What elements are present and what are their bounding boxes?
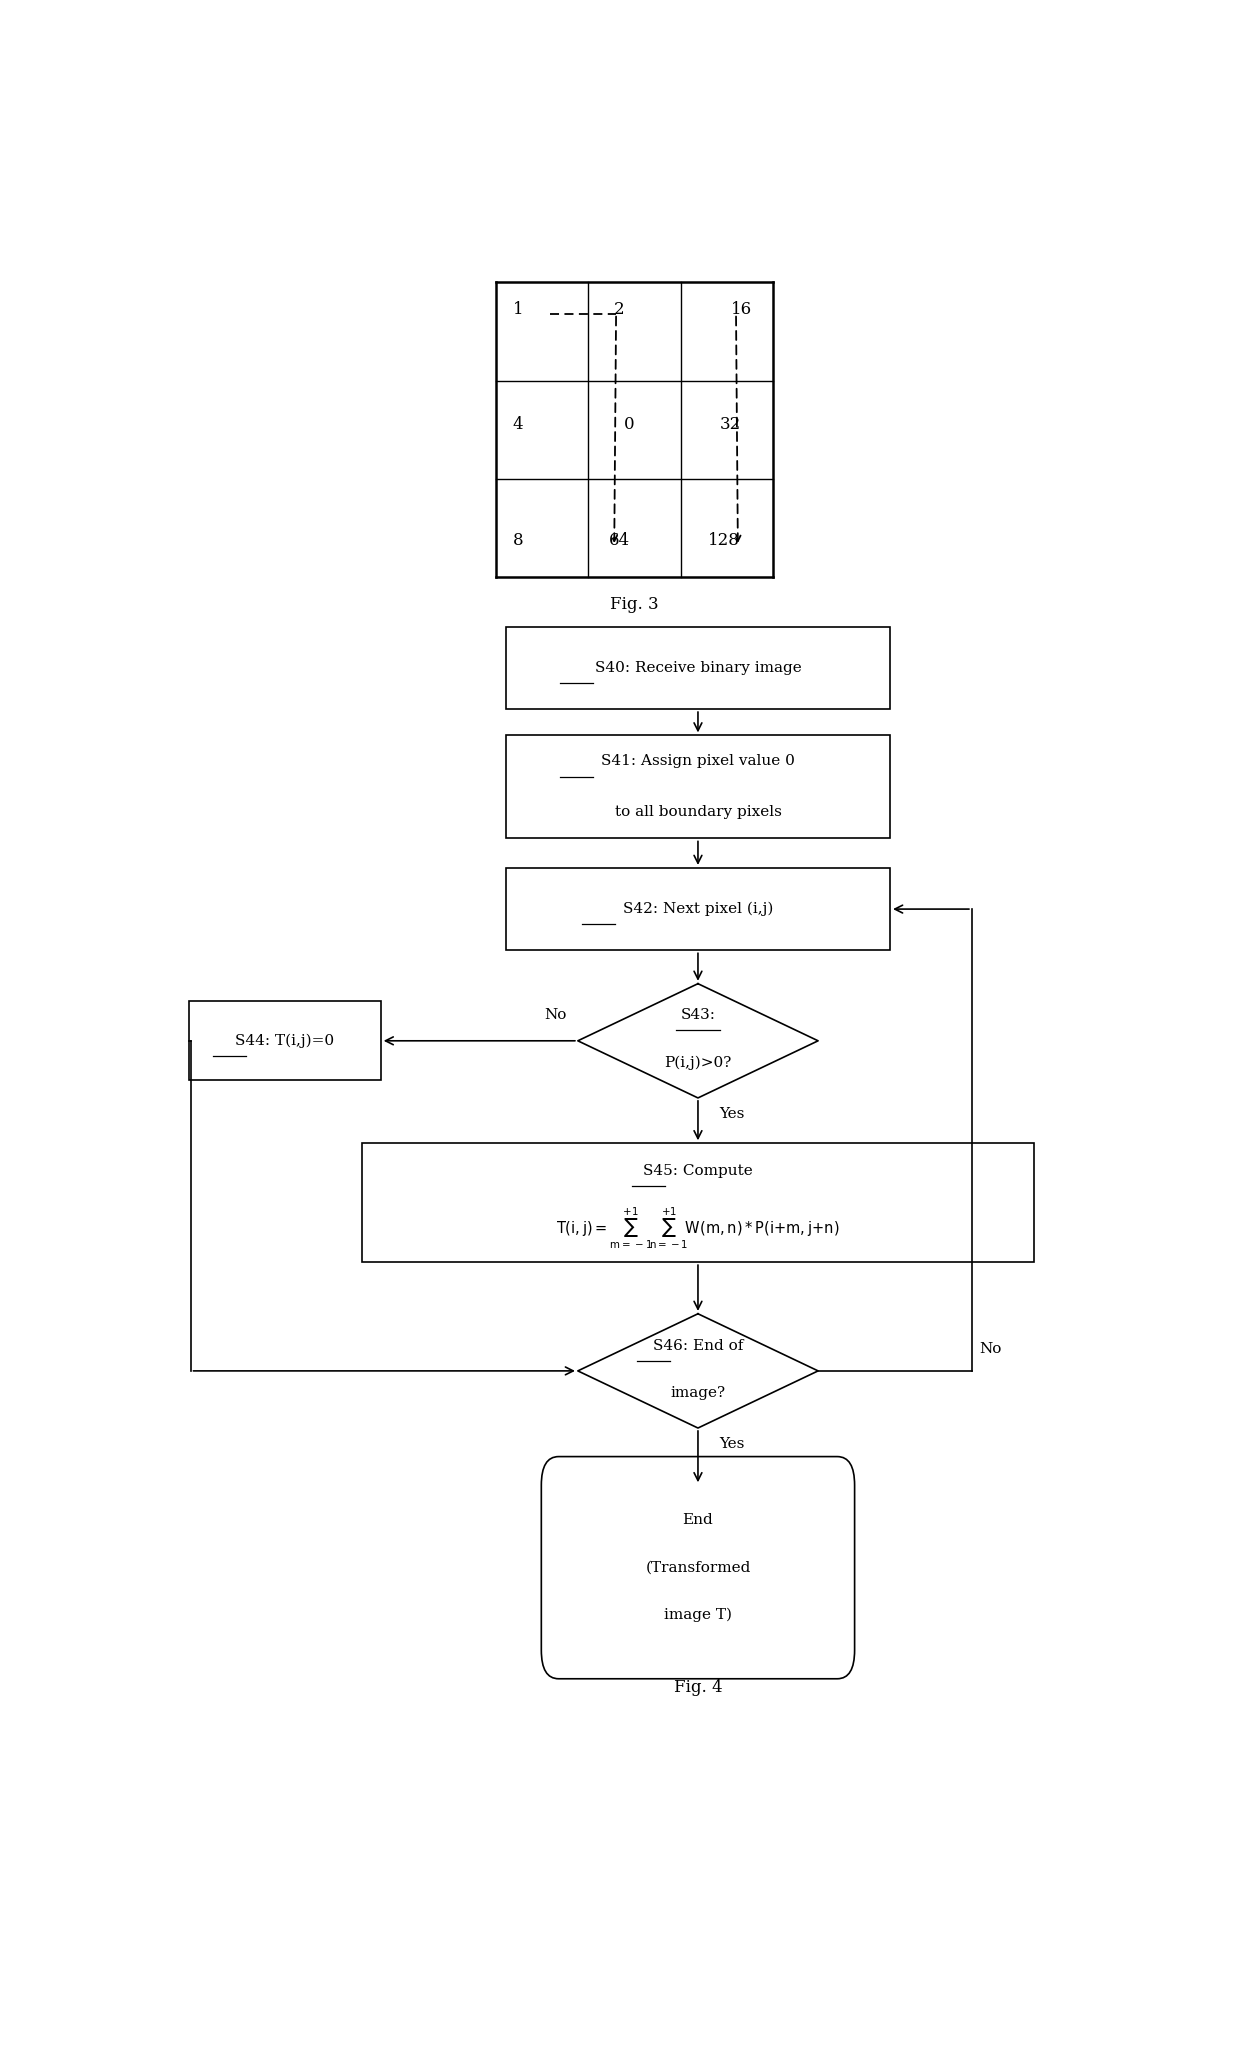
Text: S42: Next pixel (i,j): S42: Next pixel (i,j): [622, 903, 774, 917]
Text: S45: Compute: S45: Compute: [644, 1164, 753, 1179]
Text: S43:: S43:: [681, 1008, 715, 1022]
Text: to all boundary pixels: to all boundary pixels: [615, 806, 781, 820]
Text: 16: 16: [732, 301, 753, 317]
Text: S40: Receive binary image: S40: Receive binary image: [595, 662, 801, 674]
Text: S46: End of: S46: End of: [652, 1338, 743, 1352]
FancyBboxPatch shape: [542, 1457, 854, 1680]
Text: image T): image T): [663, 1608, 732, 1622]
Text: 8: 8: [513, 532, 523, 548]
FancyBboxPatch shape: [506, 868, 890, 950]
Text: 1: 1: [513, 301, 523, 317]
Text: 128: 128: [708, 532, 740, 548]
Text: 32: 32: [719, 416, 740, 433]
FancyBboxPatch shape: [362, 1144, 1034, 1261]
Text: $\mathrm{T(i,j)=\sum_{m=-1}^{+1}\!\sum_{n=-1}^{+1}\!W(m,n)*P(i{+}m,j{+}n)}$: $\mathrm{T(i,j)=\sum_{m=-1}^{+1}\!\sum_{…: [557, 1206, 839, 1251]
Text: End: End: [682, 1513, 713, 1527]
Text: 64: 64: [609, 532, 630, 548]
Text: 4: 4: [513, 416, 523, 433]
FancyBboxPatch shape: [506, 736, 890, 839]
Text: S41: Assign pixel value 0: S41: Assign pixel value 0: [601, 754, 795, 769]
Text: 0: 0: [624, 416, 634, 433]
Text: P(i,j)>0?: P(i,j)>0?: [665, 1055, 732, 1070]
Text: Fig. 4: Fig. 4: [673, 1680, 722, 1696]
Text: 2: 2: [614, 301, 625, 317]
Text: image?: image?: [671, 1387, 725, 1399]
FancyBboxPatch shape: [188, 1002, 381, 1080]
Text: S44: T(i,j)=0: S44: T(i,j)=0: [236, 1035, 335, 1047]
Text: Yes: Yes: [719, 1437, 744, 1451]
Text: No: No: [980, 1342, 1002, 1356]
Text: Yes: Yes: [719, 1107, 744, 1121]
Text: Fig. 3: Fig. 3: [610, 596, 658, 614]
FancyBboxPatch shape: [506, 627, 890, 709]
Text: (Transformed: (Transformed: [645, 1560, 750, 1575]
Text: No: No: [544, 1008, 567, 1022]
